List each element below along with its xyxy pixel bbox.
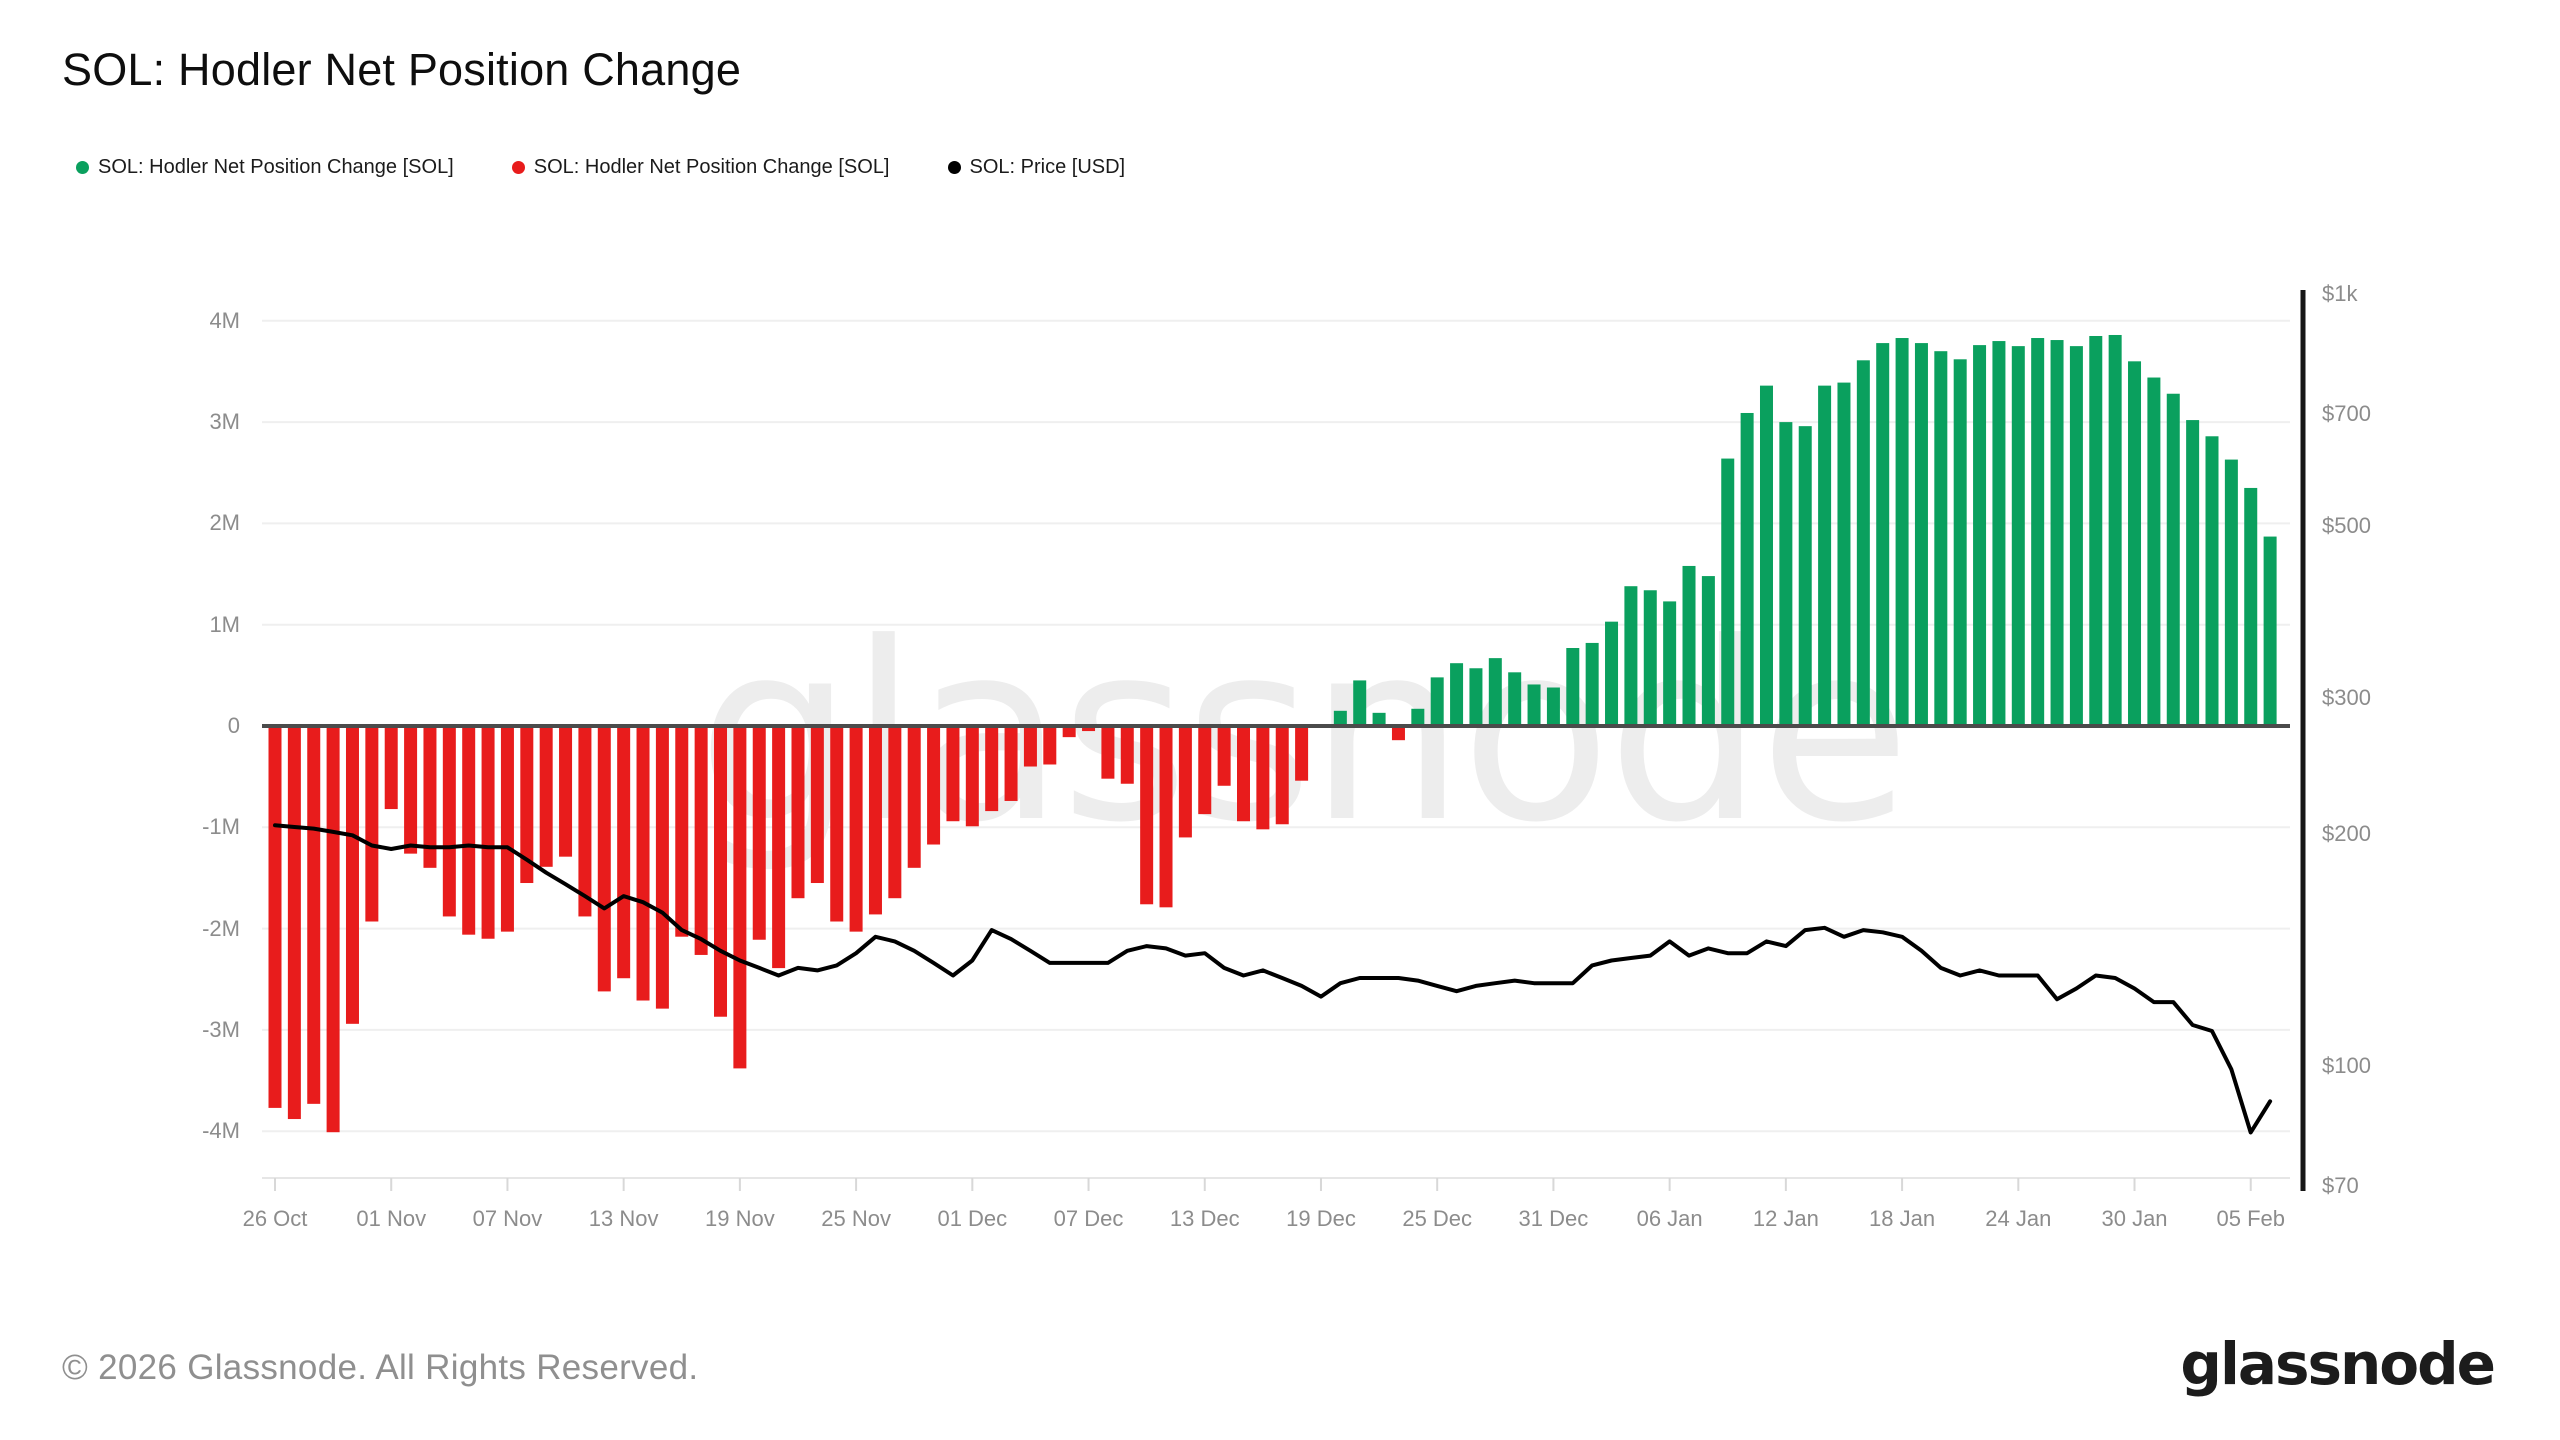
y-axis-label-right: $700 xyxy=(2322,400,2371,426)
legend-dot-icon xyxy=(947,161,961,174)
x-axis-label: 31 Dec xyxy=(1518,1206,1589,1231)
x-axis-label: 19 Nov xyxy=(705,1206,775,1231)
y-axis-label-right: $200 xyxy=(2322,820,2371,846)
y-axis-label-left: -1M xyxy=(202,814,240,840)
x-axis-label: 30 Jan xyxy=(2101,1206,2168,1231)
x-axis-label: 07 Nov xyxy=(472,1206,543,1231)
glassnode-logo: glassnode xyxy=(2180,1330,2496,1398)
y-axis-label-left: -4M xyxy=(202,1118,240,1144)
y-axis-label-left: 3M xyxy=(209,409,240,435)
x-axis-label: 25 Nov xyxy=(821,1206,891,1231)
legend-dot-icon xyxy=(511,161,525,174)
x-axis-label: 05 Feb xyxy=(2216,1206,2285,1231)
legend-item-label: SOL: Hodler Net Position Change [SOL] xyxy=(533,156,890,178)
x-axis-label: 18 Jan xyxy=(1869,1206,1936,1231)
footer-copyright: © 2026 Glassnode. All Rights Reserved. xyxy=(62,1348,699,1387)
x-axis-label: 26 Oct xyxy=(242,1206,308,1231)
legend-item-label: SOL: Hodler Net Position Change [SOL] xyxy=(98,156,454,178)
page-title: SOL: Hodler Net Position Change xyxy=(62,44,742,95)
y-axis-label-right: $70 xyxy=(2322,1172,2359,1198)
y-axis-label-right: $500 xyxy=(2322,513,2371,539)
legend-item-label: SOL: Price [USD] xyxy=(969,156,1126,178)
legend: SOL: Hodler Net Position Change [SOL] SOL… xyxy=(76,156,1125,179)
y-axis-label-right: $100 xyxy=(2322,1053,2371,1078)
legend-item[interactable]: SOL: Hodler Net Position Change [SOL] xyxy=(76,156,454,179)
y-axis-label-left: 0 xyxy=(227,713,240,738)
x-axis-label: 12 Jan xyxy=(1752,1206,1819,1231)
y-axis-label-left: 1M xyxy=(209,611,240,637)
legend-dot-icon xyxy=(76,161,89,174)
x-axis-label: 01 Dec xyxy=(937,1206,1008,1231)
y-axis-label-right: $300 xyxy=(2322,684,2371,710)
x-axis-label: 01 Nov xyxy=(356,1206,427,1231)
x-axis-label: 13 Dec xyxy=(1169,1206,1240,1231)
legend-item[interactable]: SOL: Hodler Net Position Change [SOL] xyxy=(511,156,890,179)
x-axis-label: 24 Jan xyxy=(1985,1206,2052,1231)
x-axis-label: 07 Dec xyxy=(1053,1206,1124,1231)
x-axis-label: 25 Dec xyxy=(1402,1206,1473,1231)
y-axis-label-left: 2M xyxy=(209,510,240,536)
x-axis-label: 19 Dec xyxy=(1286,1206,1356,1231)
x-axis-label: 13 Nov xyxy=(588,1206,659,1231)
x-axis-label: 06 Jan xyxy=(1636,1206,1703,1231)
y-axis-label-left: -2M xyxy=(202,915,240,941)
y-axis-label-right: $1k xyxy=(2322,281,2358,306)
y-axis-label-left: 4M xyxy=(209,307,240,333)
legend-item[interactable]: SOL: Price [USD] xyxy=(947,156,1126,179)
y-axis-label-left: -3M xyxy=(202,1016,240,1042)
